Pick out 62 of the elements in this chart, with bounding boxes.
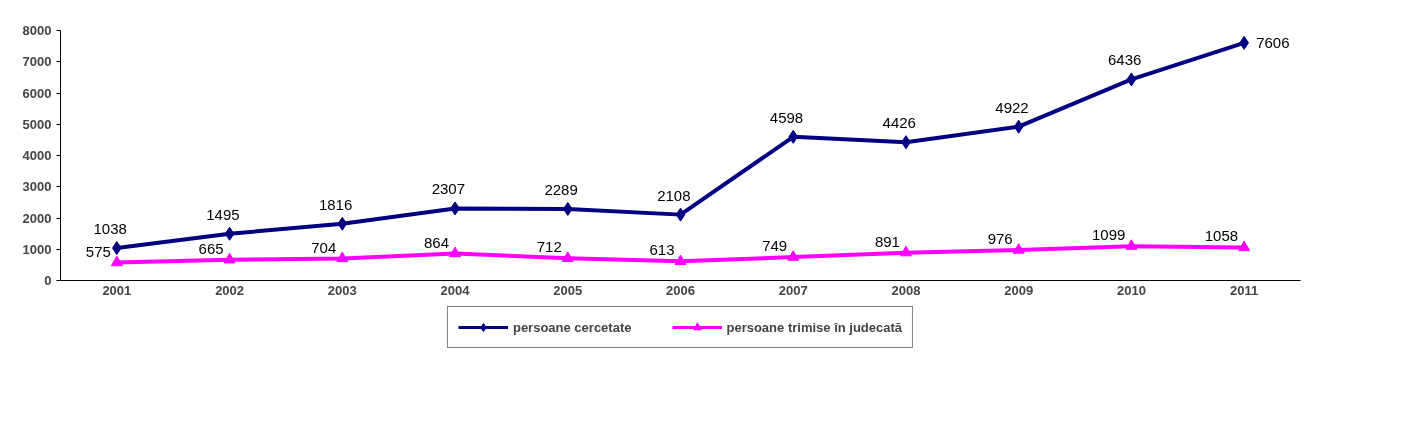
data-label: 4922: [995, 98, 1029, 116]
x-tick-label: 2001: [102, 282, 132, 298]
point: [1013, 119, 1024, 134]
point: [788, 129, 799, 144]
data-label: 665: [198, 239, 224, 257]
data-label: 2108: [657, 186, 691, 204]
point: [223, 252, 236, 264]
y-tick-label: 6000: [22, 85, 52, 101]
x-tick-label: 2004: [440, 282, 471, 298]
point: [899, 245, 912, 257]
data-label: 976: [987, 230, 1013, 247]
point: [337, 216, 348, 231]
y-tick-label: 4000: [22, 148, 52, 163]
data-label: 1099: [1092, 226, 1126, 244]
point: [224, 226, 235, 241]
x-tick-label: 2010: [1116, 282, 1146, 298]
point: [674, 254, 687, 266]
data-label: 1495: [206, 205, 240, 223]
data-label: 6436: [1108, 51, 1142, 69]
y-tick-label: 8000: [22, 23, 52, 38]
legend-label: persoane trimise în judecată: [726, 319, 903, 335]
data-label: 864: [424, 233, 450, 251]
point: [561, 251, 574, 262]
point: [675, 207, 686, 222]
data-label: 2307: [431, 180, 466, 198]
point: [562, 201, 573, 216]
y-tick-label: 3000: [22, 179, 52, 195]
x-tick-label: 2003: [327, 282, 357, 298]
data-label: 712: [536, 238, 562, 256]
y-tick-label: 1000: [22, 241, 52, 257]
y-tick-label: 2000: [22, 210, 52, 226]
data-label: 1038: [93, 220, 127, 238]
x-tick-label: 2007: [778, 282, 808, 298]
data-label: 4426: [882, 114, 916, 132]
data-label: 575: [85, 242, 111, 260]
x-tick-label: 2006: [666, 282, 695, 298]
data-label: 891: [874, 232, 900, 250]
point: [1012, 243, 1025, 254]
data-label: 704: [311, 238, 337, 256]
data-label: 7606: [1256, 33, 1290, 51]
point: [110, 255, 123, 267]
point: [336, 251, 349, 263]
point: [1126, 72, 1137, 87]
legend-label: persoane cercetate: [512, 319, 632, 335]
data-label: 2289: [544, 180, 578, 198]
data-label: 1058: [1204, 227, 1239, 245]
data-label: 749: [762, 237, 788, 255]
data-label: 613: [649, 241, 675, 259]
data-label: 4598: [769, 108, 804, 126]
point: [1125, 239, 1138, 250]
y-tick-label: 0: [44, 273, 52, 288]
point: [1238, 240, 1251, 252]
x-tick-label: 2002: [215, 282, 245, 298]
point: [449, 246, 462, 258]
point: [787, 250, 800, 261]
y-tick-label: 7000: [22, 54, 52, 70]
x-tick-label: 2011: [1230, 282, 1259, 298]
y-tick-label: 5000: [22, 116, 52, 132]
x-tick-label: 2009: [1004, 282, 1034, 298]
x-tick-label: 2008: [891, 282, 921, 298]
data-label: 1816: [318, 195, 353, 213]
x-tick-label: 2005: [553, 282, 583, 298]
